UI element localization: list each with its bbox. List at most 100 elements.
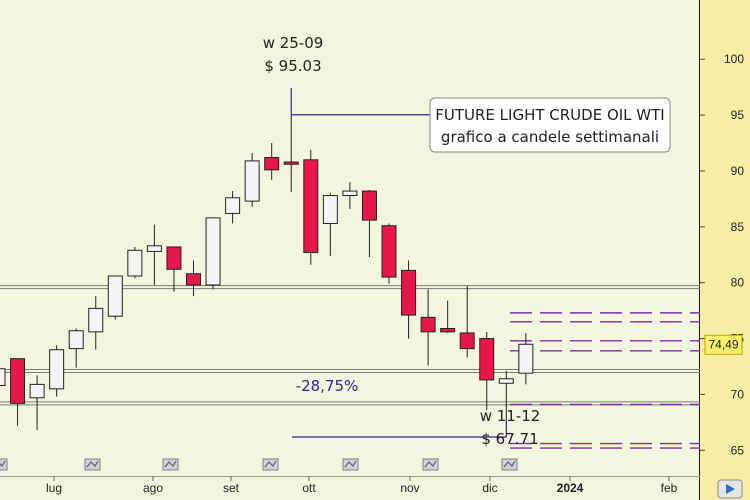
candle-body [186,273,201,286]
chart-title: FUTURE LIGHT CRUDE OIL WTI [435,106,664,124]
candle-body [459,332,475,350]
candle [283,114,299,193]
candle [205,217,221,290]
x-ticks-layer: lug ago set ott nov dic 2024 feb [46,476,678,495]
candle [420,289,436,366]
candle-body [479,338,495,381]
chevron-right-icon [726,484,735,494]
event-icon-frame [501,458,518,471]
candle-body [440,328,456,333]
chart-subtitle: grafico a candele settimanali [441,128,659,146]
candle [244,153,260,207]
candle [166,246,182,292]
price-axis-panel [700,0,750,500]
candle [29,375,45,431]
candle-body [518,343,534,374]
candle [401,260,417,339]
calendar-event-icon[interactable] [162,458,179,471]
candle-body [420,316,436,333]
calendar-event-icon[interactable] [422,458,439,471]
y-tick-label: 70 [731,387,745,401]
title-box-frame [429,97,671,153]
candle [440,300,456,333]
candle-body [29,383,45,399]
x-tick-label: set [223,481,240,495]
y-tick-label: 90 [731,164,745,178]
candle [342,182,358,209]
candle-body [342,190,358,197]
candle-body [0,368,6,386]
candle-body [381,225,397,278]
candle-body [205,217,221,286]
event-icon-glyph [503,460,516,468]
candle [381,223,397,284]
low-week-label: w 11-12 [480,407,541,425]
chart-title-box: FUTURE LIGHT CRUDE OIL WTI grafico a can… [429,97,671,153]
candle-body [244,160,260,202]
candle [88,296,104,350]
candle [10,358,26,426]
x-tick-label: nov [400,481,419,495]
calendar-event-icon[interactable] [342,458,359,471]
x-tick-label: lug [46,481,62,495]
y-tick-label: 85 [731,220,745,234]
x-tick-label: feb [661,481,678,495]
candle-body [49,349,65,390]
candle [498,370,514,421]
x-tick-label: dic [482,481,497,495]
candle-body [401,269,417,316]
y-tick-label: 95 [731,108,745,122]
y-tick-label: 80 [731,276,745,290]
event-icon-frame [342,458,359,471]
current-price-label: 74,49 [708,337,738,351]
candle-body [225,197,241,214]
candle [146,224,162,285]
event-icon-glyph [424,460,437,468]
event-icon-frame [162,458,179,471]
candle-body [68,330,84,350]
calendar-event-icon[interactable] [0,458,8,471]
candle [68,328,84,368]
low-price-label: $ 67.71 [481,430,538,448]
event-icon-frame [422,458,439,471]
candle [49,345,65,397]
candles-layer [0,114,534,431]
calendar-event-icon[interactable] [501,458,518,471]
candle [303,149,319,265]
candle [225,191,241,224]
scroll-right-icon[interactable] [717,479,743,499]
candle [0,368,6,386]
candle-body [107,275,123,317]
candle-body [303,159,319,254]
candle [107,275,123,320]
event-icon-frame [262,458,279,471]
candle-body [146,245,162,252]
current-price-tag: 74,49 [704,334,743,355]
event-icon-glyph [86,460,99,468]
calendar-event-icon[interactable] [84,458,101,471]
x-tick-label: 2024 [557,481,584,495]
candle-body [283,161,299,165]
drawdown-label: -28,75% [296,377,359,395]
candle [127,246,143,279]
calendar-event-icon[interactable] [262,458,279,471]
event-icon-frame [84,458,101,471]
candle-body [88,307,104,333]
candle-body [127,249,143,277]
candle [518,332,534,385]
candle [322,193,338,256]
y-tick-label: 100 [724,52,744,66]
event-markers-layer [0,458,518,471]
candle [361,189,377,257]
high-price-label: $ 95.03 [264,57,321,75]
candle-body [322,195,338,224]
event-icon-glyph [264,460,277,468]
dashed-levels-layer [510,312,700,449]
candle [479,331,495,411]
candle-body [166,246,182,270]
event-icon-glyph [344,460,357,468]
y-tick-label: 65 [731,443,745,457]
high-week-label: w 25-09 [263,34,324,52]
candle [264,143,280,180]
